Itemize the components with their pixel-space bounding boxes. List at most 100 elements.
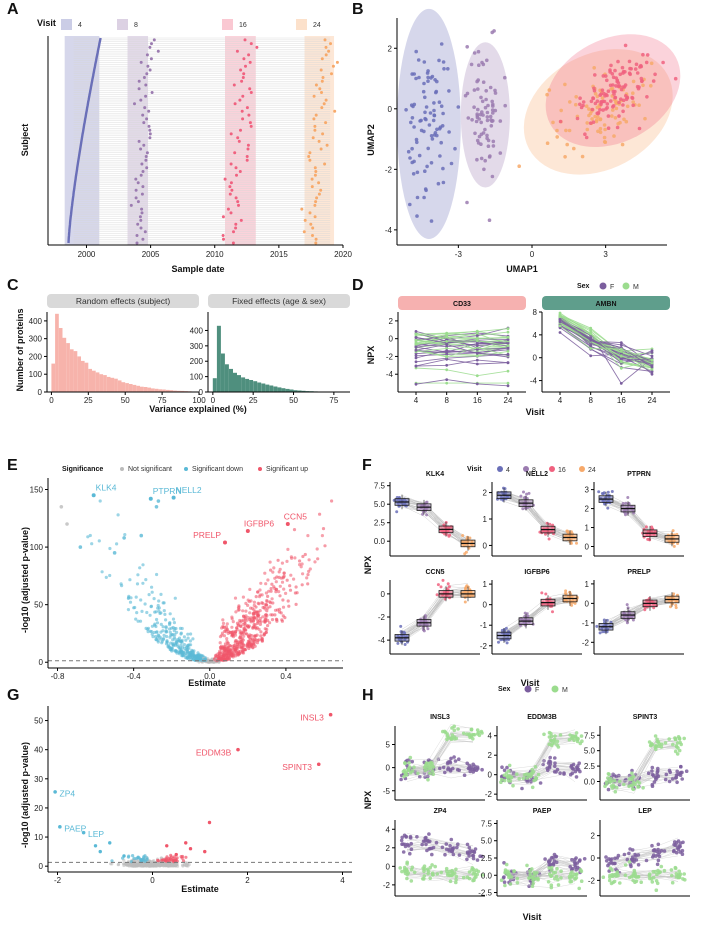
trajectory-point (445, 363, 449, 367)
sex-point-m (558, 733, 563, 737)
sex-point-m (670, 873, 674, 878)
sex-point-m (499, 878, 504, 882)
sex-point-m (480, 731, 484, 735)
sex-point-m (663, 741, 668, 745)
sex-point-f (465, 842, 470, 847)
legend-swatch-visit-24 (296, 19, 307, 30)
umap-point-visit-24 (611, 75, 616, 80)
volcano-point-up (273, 576, 277, 580)
volcano-point-down (179, 648, 183, 652)
sex-point-m (650, 742, 655, 747)
visit-24-point (324, 98, 328, 102)
volcano-point-down (184, 638, 188, 642)
box-point-visit-8 (423, 615, 427, 619)
box-point-visit-24 (464, 585, 468, 589)
umap-point-visit-24 (595, 99, 600, 103)
hist-bar-random (173, 390, 177, 392)
sex-point-m (430, 769, 435, 773)
panel-d-xtick-label: 24 (504, 396, 513, 405)
umap-point-visit-4 (427, 123, 432, 127)
trajectory-point (619, 347, 623, 351)
umap-point-visit-24 (634, 62, 639, 67)
panel-b-umap: -3 0 3-4-202 UMAP1 UMAP2 (366, 8, 681, 274)
sex-point-f (446, 766, 451, 770)
visit-8-point (144, 94, 148, 98)
box-point-visit-8 (421, 628, 425, 632)
sex-point-f (415, 835, 419, 839)
volcano-point-up (276, 558, 280, 562)
hist-bar-random (136, 385, 140, 392)
visit-8-point (148, 45, 152, 49)
umap-point-visit-24 (611, 105, 615, 109)
sex-point-f (472, 850, 477, 854)
panel-g-ytick-label: 0 (39, 862, 44, 871)
volcano-g-point-up (184, 841, 188, 845)
trajectory-point (445, 340, 449, 343)
subject-line (401, 502, 469, 544)
sex-point-f (650, 784, 655, 788)
box-point-visit-24 (463, 600, 467, 604)
visit-24-point (327, 49, 331, 53)
sex-point-m (682, 872, 686, 876)
umap-point-visit-24 (621, 103, 625, 107)
trajectory-point (589, 343, 593, 347)
umap-point-visit-24 (637, 126, 642, 131)
visit-16-point (249, 42, 253, 46)
sex-point-f (656, 858, 661, 863)
volcano-point-up (225, 637, 229, 641)
volcano-point-up (232, 648, 236, 652)
trajectory-line-m (559, 315, 653, 369)
umap-point-visit-8 (479, 132, 484, 137)
umap-point-visit-8 (476, 107, 480, 112)
umap-point-visit-8 (491, 111, 495, 115)
volcano-point-down (149, 604, 153, 608)
visit-24-point (319, 147, 323, 151)
panel-h-ytick-label: 2 (591, 832, 596, 841)
sex-point-f (606, 787, 611, 792)
legend-label-visit-16: 16 (239, 22, 247, 29)
subject-line (503, 600, 571, 641)
volcano-g-point-up (203, 849, 207, 854)
volcano-point-down (155, 572, 159, 577)
sex-point-m (682, 736, 686, 741)
umap-point-visit-24 (633, 67, 638, 71)
sex-point-m (469, 727, 474, 732)
volcano-point-up (247, 636, 252, 640)
sex-point-f (607, 869, 611, 873)
umap-point-visit-24 (627, 59, 632, 64)
trajectory-line-f (415, 358, 509, 367)
subject-line-h (611, 737, 679, 781)
panel-a-xtick-label: 2010 (206, 250, 224, 259)
panel-c-xtick-label: 25 (249, 396, 258, 405)
umap-point-visit-4 (424, 105, 429, 109)
sex-point-m (515, 772, 519, 776)
legend-dot-sig-up (258, 467, 262, 471)
panel-letter-h: H (362, 687, 374, 704)
volcano-gene-label: CCN5 (284, 511, 307, 521)
volcano-point-up (269, 601, 273, 605)
umap-point-visit-8 (491, 139, 496, 144)
subject-line (605, 602, 673, 631)
volcano-point-down (164, 625, 168, 629)
sex-point-m (445, 869, 449, 874)
trajectory-point (475, 339, 479, 343)
sex-point-m (578, 868, 583, 872)
umap-point-visit-8 (472, 88, 477, 92)
volcano-point-up (231, 635, 236, 639)
visit-16-point (229, 181, 233, 185)
sex-point-f (625, 857, 630, 862)
subject-line-h (611, 775, 679, 781)
volcano-g-point-down (110, 859, 114, 863)
panel-g-ytick-label: 30 (34, 775, 43, 784)
sex-point-f (408, 851, 412, 856)
volcano-point-up (274, 617, 278, 621)
volcano-g-point-up (173, 859, 178, 863)
hist-bar-random (158, 389, 163, 392)
hist-bar-fixed (216, 325, 221, 392)
subject-line-h (611, 848, 679, 864)
subject-line-h (508, 739, 576, 785)
subject-line (503, 598, 571, 634)
sex-point-f (400, 835, 405, 840)
visit-8-point (148, 128, 152, 132)
visit-16-point (234, 222, 238, 226)
